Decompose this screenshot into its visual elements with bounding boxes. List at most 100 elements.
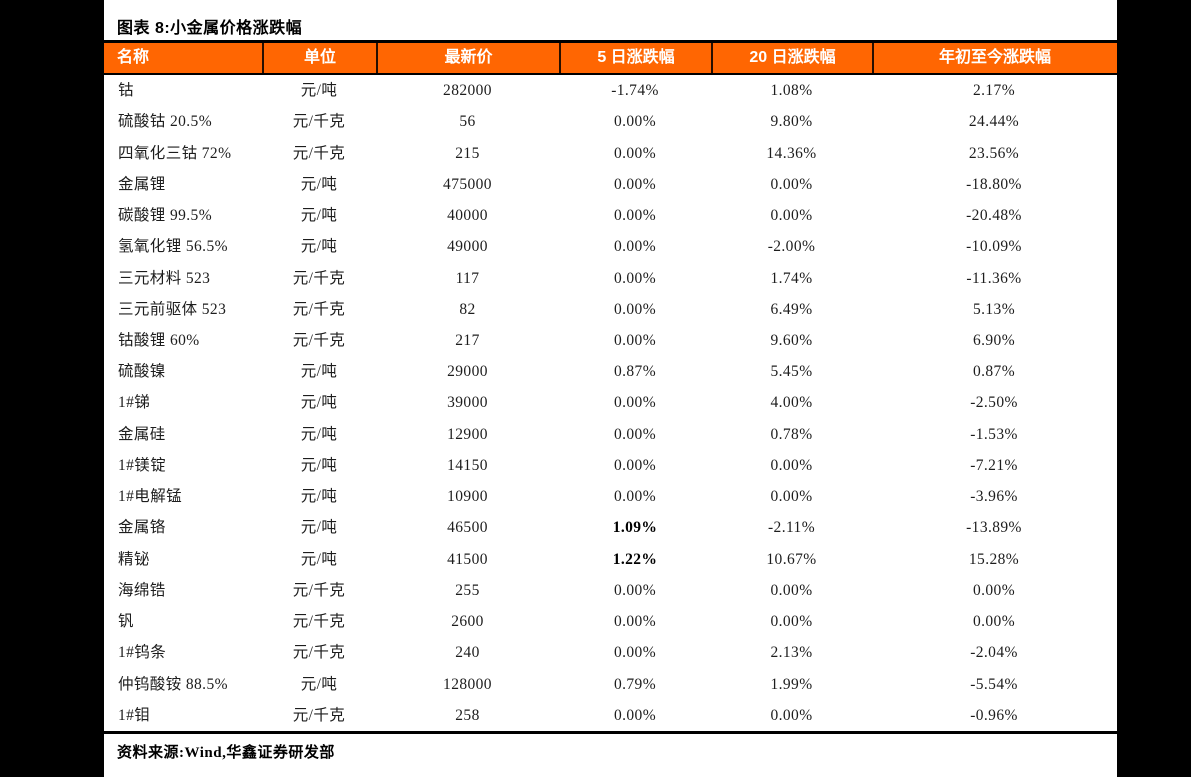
cell-unit: 元/千克 bbox=[292, 269, 346, 287]
right-letterbox bbox=[1117, 0, 1191, 777]
cell-unit: 元/千克 bbox=[292, 581, 346, 599]
cell-latest-price: 40000 bbox=[447, 207, 488, 225]
cell-unit: 元/吨 bbox=[300, 363, 338, 381]
cell-ytd-change: 6.90% bbox=[972, 331, 1016, 349]
cell-unit: 元/吨 bbox=[300, 207, 338, 225]
cell-20d-change: 2.13% bbox=[770, 644, 813, 662]
table-header-row: 名称 单位 最新价 5 日涨跌幅 20 日涨跌幅 年初至今涨跌幅 bbox=[104, 40, 1117, 75]
cell-5d-change: 0.00% bbox=[613, 456, 657, 474]
cell-5d-change: 0.00% bbox=[613, 113, 657, 131]
cell-ytd-change: -0.96% bbox=[970, 706, 1018, 724]
cell-20d-change: -2.00% bbox=[767, 238, 816, 256]
cell-5d-change: 0.87% bbox=[613, 363, 657, 381]
left-letterbox bbox=[0, 0, 104, 777]
cell-name: 1#钼 bbox=[118, 706, 151, 724]
cell-5d-change: 0.00% bbox=[613, 238, 657, 256]
cell-name: 钒 bbox=[118, 613, 134, 631]
cell-latest-price: 215 bbox=[455, 144, 480, 162]
cell-unit: 元/吨 bbox=[300, 675, 338, 693]
header-cell-chg20: 20 日涨跌幅 bbox=[711, 43, 872, 73]
cell-unit: 元/吨 bbox=[300, 456, 338, 474]
cell-ytd-change: -3.96% bbox=[970, 488, 1018, 506]
cell-name: 硫酸镍 bbox=[118, 363, 166, 381]
cell-20d-change: 0.00% bbox=[770, 207, 813, 225]
cell-5d-change: 0.00% bbox=[613, 144, 657, 162]
cell-name: 金属铬 bbox=[118, 519, 166, 537]
cell-unit: 元/吨 bbox=[300, 425, 338, 443]
cell-20d-change: 0.00% bbox=[770, 613, 813, 631]
table-row: 钴酸锂 60% 元/千克 217 0.00% 9.60% 6.90% bbox=[104, 325, 1117, 356]
cell-name: 海绵锆 bbox=[118, 581, 166, 599]
cell-5d-change: 0.00% bbox=[613, 269, 657, 287]
cell-5d-change: 0.00% bbox=[613, 207, 657, 225]
cell-latest-price: 217 bbox=[455, 331, 480, 349]
cell-ytd-change: 15.28% bbox=[968, 550, 1020, 568]
table-row: 仲钨酸铵 88.5% 元/吨 128000 0.79% 1.99% -5.54% bbox=[104, 668, 1117, 699]
header-cell-price: 最新价 bbox=[376, 43, 559, 73]
cell-ytd-change: -2.04% bbox=[970, 644, 1018, 662]
table-row: 三元前驱体 523 元/千克 82 0.00% 6.49% 5.13% bbox=[104, 294, 1117, 325]
table-row: 1#镁锭 元/吨 14150 0.00% 0.00% -7.21% bbox=[104, 450, 1117, 481]
cell-unit: 元/吨 bbox=[300, 175, 338, 193]
cell-ytd-change: 2.17% bbox=[972, 82, 1016, 100]
cell-name: 金属锂 bbox=[118, 175, 166, 193]
cell-5d-change: -1.74% bbox=[611, 82, 659, 100]
cell-20d-change: 1.08% bbox=[770, 82, 813, 100]
cell-name: 1#锑 bbox=[118, 394, 151, 412]
cell-name: 碳酸锂 99.5% bbox=[118, 207, 213, 225]
report-page: 图表 8:小金属价格涨跌幅 名称 单位 最新价 5 日涨跌幅 20 日涨跌幅 年初至今涨跌… bbox=[104, 0, 1117, 777]
table-row: 精铋 元/吨 41500 1.22% 10.67% 15.28% bbox=[104, 544, 1117, 575]
cell-20d-change: 0.00% bbox=[770, 175, 813, 193]
cell-name: 钴酸锂 60% bbox=[118, 331, 200, 349]
cell-latest-price: 12900 bbox=[447, 425, 488, 443]
cell-name: 1#镁锭 bbox=[118, 456, 167, 474]
header-cell-unit: 单位 bbox=[262, 43, 376, 73]
cell-ytd-change: -18.80% bbox=[966, 175, 1022, 193]
cell-5d-change: 1.09% bbox=[612, 519, 658, 537]
cell-unit: 元/吨 bbox=[300, 82, 338, 100]
cell-unit: 元/千克 bbox=[292, 144, 346, 162]
cell-ytd-change: 24.44% bbox=[968, 113, 1020, 131]
cell-5d-change: 0.00% bbox=[613, 175, 657, 193]
table-row: 硫酸镍 元/吨 29000 0.87% 5.45% 0.87% bbox=[104, 356, 1117, 387]
cell-20d-change: 0.00% bbox=[770, 456, 813, 474]
cell-unit: 元/吨 bbox=[300, 519, 338, 537]
cell-unit: 元/吨 bbox=[300, 238, 338, 256]
cell-5d-change: 0.00% bbox=[613, 488, 657, 506]
cell-5d-change: 0.00% bbox=[613, 300, 657, 318]
table-row: 1#电解锰 元/吨 10900 0.00% 0.00% -3.96% bbox=[104, 481, 1117, 512]
cell-latest-price: 41500 bbox=[447, 550, 488, 568]
header-cell-chg5: 5 日涨跌幅 bbox=[559, 43, 711, 73]
cell-unit: 元/千克 bbox=[292, 613, 346, 631]
cell-5d-change: 0.79% bbox=[613, 675, 657, 693]
cell-5d-change: 0.00% bbox=[613, 331, 657, 349]
table-body: 钴 元/吨 282000 -1.74% 1.08% 2.17% 硫酸钴 20.5… bbox=[104, 75, 1117, 731]
cell-latest-price: 475000 bbox=[443, 175, 492, 193]
table-row: 1#钨条 元/千克 240 0.00% 2.13% -2.04% bbox=[104, 637, 1117, 668]
cell-unit: 元/千克 bbox=[292, 331, 346, 349]
cell-name: 仲钨酸铵 88.5% bbox=[118, 675, 228, 693]
cell-ytd-change: 23.56% bbox=[968, 144, 1020, 162]
cell-name: 氢氧化锂 56.5% bbox=[118, 238, 228, 256]
cell-unit: 元/吨 bbox=[300, 488, 338, 506]
cell-20d-change: -2.11% bbox=[767, 519, 816, 537]
cell-latest-price: 46500 bbox=[447, 519, 488, 537]
header-cell-ytd: 年初至今涨跌幅 bbox=[872, 43, 1116, 73]
cell-5d-change: 0.00% bbox=[613, 613, 657, 631]
table-row: 钒 元/千克 2600 0.00% 0.00% 0.00% bbox=[104, 606, 1117, 637]
table-row: 硫酸钴 20.5% 元/千克 56 0.00% 9.80% 24.44% bbox=[104, 106, 1117, 137]
cell-ytd-change: 0.00% bbox=[972, 581, 1016, 599]
table-row: 金属锂 元/吨 475000 0.00% 0.00% -18.80% bbox=[104, 169, 1117, 200]
cell-latest-price: 10900 bbox=[447, 488, 488, 506]
cell-20d-change: 0.78% bbox=[770, 425, 813, 443]
cell-20d-change: 10.67% bbox=[766, 550, 817, 568]
cell-unit: 元/千克 bbox=[292, 113, 346, 131]
table-row: 四氧化三钴 72% 元/千克 215 0.00% 14.36% 23.56% bbox=[104, 137, 1117, 168]
cell-5d-change: 0.00% bbox=[613, 581, 657, 599]
cell-20d-change: 14.36% bbox=[766, 144, 817, 162]
cell-ytd-change: -1.53% bbox=[970, 425, 1018, 443]
cell-name: 1#电解锰 bbox=[118, 488, 183, 506]
cell-ytd-change: -2.50% bbox=[970, 394, 1018, 412]
cell-latest-price: 240 bbox=[455, 644, 480, 662]
table-row: 金属铬 元/吨 46500 1.09% -2.11% -13.89% bbox=[104, 512, 1117, 543]
